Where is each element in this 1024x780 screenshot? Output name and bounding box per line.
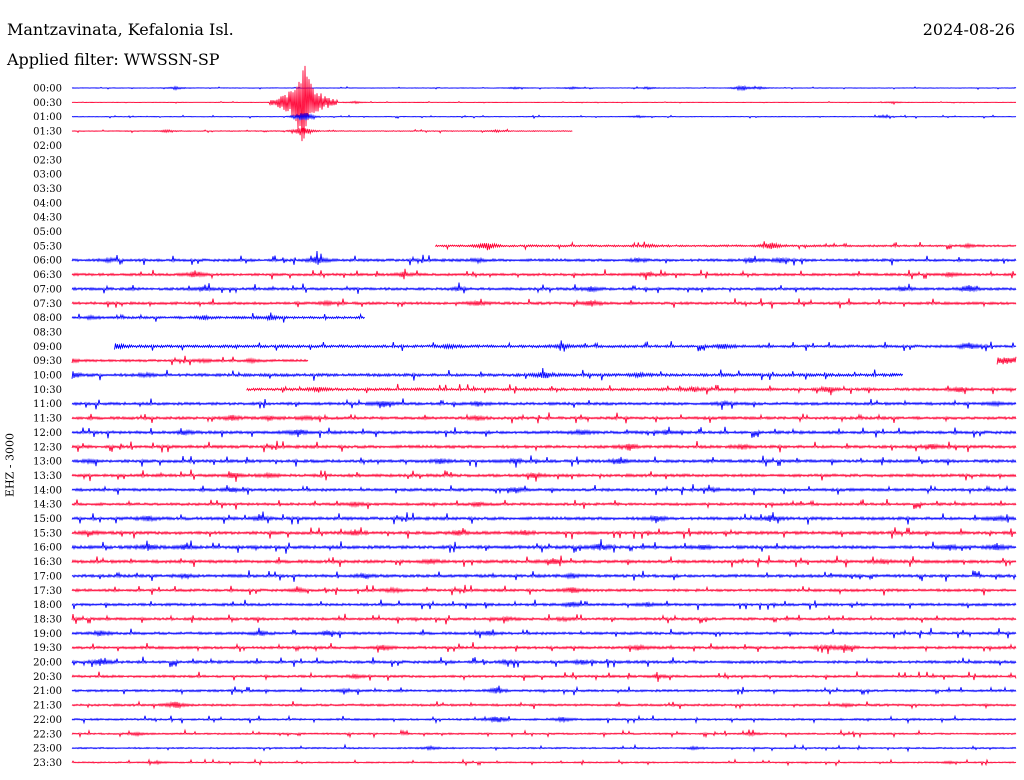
time-tick-label: 06:30 xyxy=(33,270,62,281)
seismic-trace xyxy=(71,268,1017,281)
station-title: Mantzavinata, Kefalonia Isl. xyxy=(7,20,234,39)
seismic-trace xyxy=(71,127,573,136)
seismic-trace xyxy=(71,527,1017,540)
time-tick-label: 09:00 xyxy=(33,342,62,353)
record-date: 2024-08-26 xyxy=(922,20,1015,39)
time-tick-label: 14:00 xyxy=(33,485,62,496)
time-tick-label: 02:30 xyxy=(33,155,62,166)
time-tick-label: 01:00 xyxy=(33,112,62,123)
seismic-trace xyxy=(71,455,1017,468)
time-tick-label: 16:00 xyxy=(33,543,62,554)
seismic-trace xyxy=(246,383,1017,396)
seismic-trace-segment xyxy=(996,356,1017,365)
time-tick-label: 20:00 xyxy=(33,658,62,669)
seismic-trace xyxy=(71,498,1017,510)
seismic-trace xyxy=(435,241,1017,251)
seismic-trace xyxy=(71,539,1017,554)
seismic-trace xyxy=(71,412,1017,424)
time-tick-label: 17:00 xyxy=(33,571,62,582)
seismic-trace xyxy=(71,355,309,366)
seismic-trace xyxy=(71,282,1017,294)
time-tick-label: 03:30 xyxy=(33,184,62,195)
time-tick-label: 23:30 xyxy=(33,758,62,769)
seismic-trace xyxy=(71,570,1017,582)
time-tick-label: 05:00 xyxy=(33,227,62,238)
time-tick-label: 00:00 xyxy=(33,84,62,95)
time-tick-label: 01:30 xyxy=(33,127,62,138)
time-tick-label: 22:00 xyxy=(33,715,62,726)
seismic-trace xyxy=(71,714,1017,725)
seismic-trace xyxy=(71,112,1017,121)
time-tick-label: 05:30 xyxy=(33,241,62,252)
time-tick-label: 20:30 xyxy=(33,672,62,683)
seismic-trace xyxy=(71,469,1017,482)
time-tick-label: 15:30 xyxy=(33,528,62,539)
time-tick-label: 12:00 xyxy=(33,428,62,439)
seismic-trace xyxy=(71,627,1017,639)
time-tick-label: 13:30 xyxy=(33,471,62,482)
seismic-trace xyxy=(71,642,1017,655)
time-tick-label: 22:30 xyxy=(33,729,62,740)
time-tick-label: 18:30 xyxy=(33,614,62,625)
seismic-trace xyxy=(71,613,1017,625)
seismic-trace xyxy=(71,426,1017,439)
seismic-trace xyxy=(114,340,1017,352)
time-tick-label: 23:00 xyxy=(33,744,62,755)
time-tick-label: 03:00 xyxy=(33,170,62,181)
time-tick-label: 06:00 xyxy=(33,256,62,267)
time-tick-label: 15:00 xyxy=(33,514,62,525)
time-tick-label: 14:30 xyxy=(33,500,62,511)
time-tick-label: 12:30 xyxy=(33,442,62,453)
time-tick-label: 07:00 xyxy=(33,284,62,295)
time-tick-label: 21:00 xyxy=(33,686,62,697)
seismic-trace xyxy=(71,685,1017,696)
time-tick-label: 10:30 xyxy=(33,385,62,396)
seismic-trace xyxy=(71,398,1017,410)
time-tick-label: 11:00 xyxy=(33,399,62,410)
time-tick-label: 04:30 xyxy=(33,213,62,224)
time-tick-label: 11:30 xyxy=(33,414,62,425)
time-tick-label: 10:00 xyxy=(33,371,62,382)
time-tick-label: 07:30 xyxy=(33,299,62,310)
seismic-trace xyxy=(71,440,1017,453)
seismic-trace xyxy=(71,511,1017,525)
seismic-trace xyxy=(71,484,1017,496)
time-tick-label: 21:30 xyxy=(33,701,62,712)
time-tick-label: 08:30 xyxy=(33,327,62,338)
seismic-trace xyxy=(71,700,1017,710)
seismic-trace xyxy=(71,758,1017,767)
seismic-trace xyxy=(71,656,1017,668)
seismic-trace xyxy=(71,298,1017,309)
seismic-trace xyxy=(71,743,1017,753)
time-tick-label: 02:00 xyxy=(33,141,62,152)
time-tick-label: 09:30 xyxy=(33,356,62,367)
seismic-trace xyxy=(71,671,1017,682)
seismic-trace xyxy=(71,312,365,323)
time-tick-label: 13:00 xyxy=(33,457,62,468)
time-tick-label: 19:00 xyxy=(33,629,62,640)
seismic-trace xyxy=(71,555,1017,568)
time-tick-label: 19:30 xyxy=(33,643,62,654)
seismic-trace xyxy=(71,599,1017,611)
time-tick-label: 08:00 xyxy=(33,313,62,324)
time-tick-label: 00:30 xyxy=(33,98,62,109)
time-tick-label: 04:00 xyxy=(33,198,62,209)
seismic-trace xyxy=(71,728,1017,739)
time-tick-label: 18:00 xyxy=(33,600,62,611)
seismic-trace xyxy=(71,250,1017,266)
seismic-trace xyxy=(71,368,904,381)
time-tick-label: 17:30 xyxy=(33,586,62,597)
seismic-trace xyxy=(71,65,1017,142)
time-tick-label: 16:30 xyxy=(33,557,62,568)
seismic-trace xyxy=(71,84,1017,92)
seismic-trace xyxy=(71,584,1017,596)
filter-label: Applied filter: WWSSN-SP xyxy=(7,50,220,69)
